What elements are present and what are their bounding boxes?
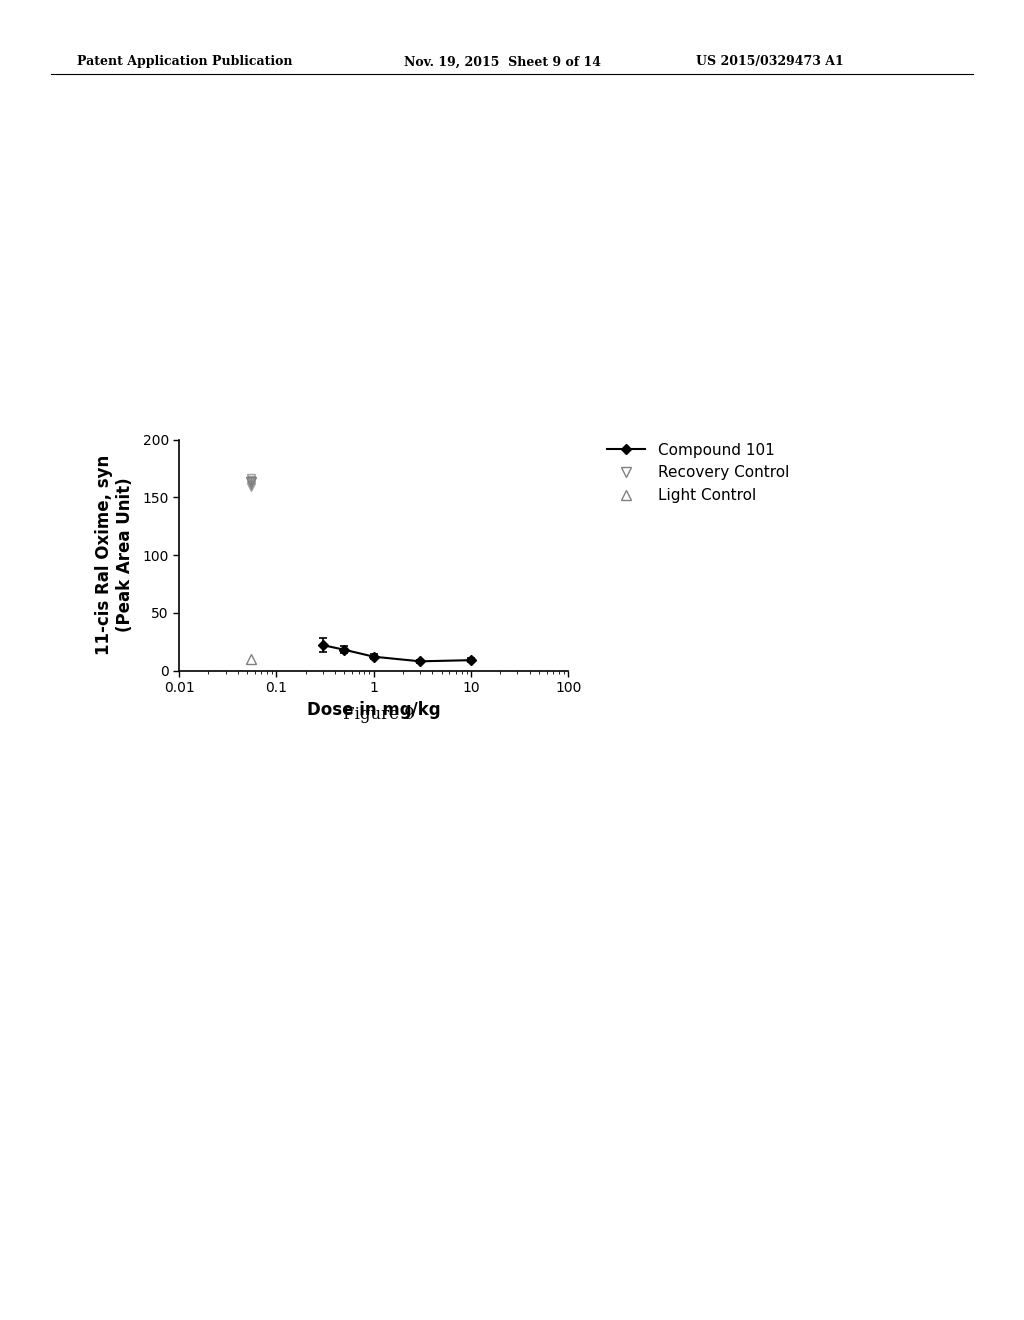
Text: Nov. 19, 2015  Sheet 9 of 14: Nov. 19, 2015 Sheet 9 of 14 [404, 55, 601, 69]
Legend: Compound 101, Recovery Control, Light Control: Compound 101, Recovery Control, Light Co… [607, 442, 788, 503]
Y-axis label: 11-cis Ral Oxime, syn
(Peak Area Unit): 11-cis Ral Oxime, syn (Peak Area Unit) [95, 455, 134, 655]
X-axis label: Dose in mg/kg: Dose in mg/kg [307, 701, 440, 718]
Text: Patent Application Publication: Patent Application Publication [77, 55, 292, 69]
Text: US 2015/0329473 A1: US 2015/0329473 A1 [696, 55, 844, 69]
Text: Figure 9: Figure 9 [343, 706, 415, 723]
